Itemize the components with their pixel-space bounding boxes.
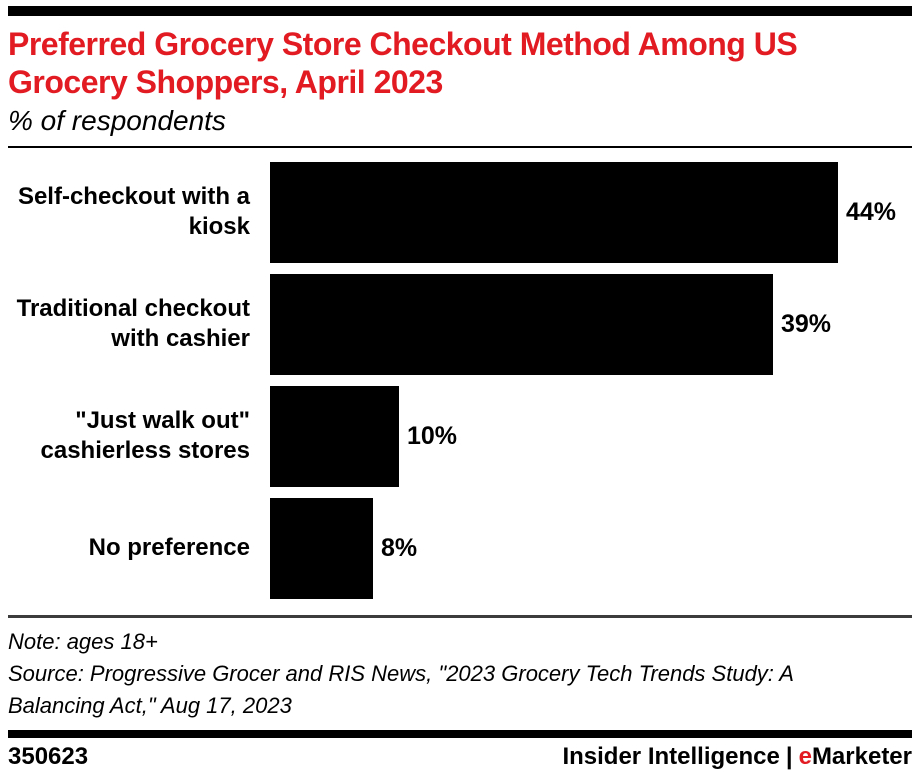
category-label: No preference bbox=[88, 534, 250, 562]
top-black-bar bbox=[8, 6, 912, 16]
chart-row: Traditional checkout with cashier 39% bbox=[8, 273, 912, 375]
value-label: 8% bbox=[381, 533, 418, 562]
value-label: 44% bbox=[846, 197, 897, 226]
note-text: Note: ages 18+ bbox=[8, 628, 158, 654]
bar-area: 44% bbox=[270, 161, 912, 263]
footer-black-bar bbox=[8, 730, 912, 739]
bar-area: 39% bbox=[270, 273, 912, 375]
brand-lockup: Insider Intelligence | eMarketer bbox=[562, 743, 912, 771]
brand-emarketer-e: e bbox=[798, 743, 812, 771]
value-label: 39% bbox=[781, 309, 832, 338]
category-label: Self-checkout with a kiosk bbox=[17, 183, 250, 241]
bar-area: 8% bbox=[270, 497, 912, 599]
brand-separator: | bbox=[785, 743, 793, 771]
brand-insider-intelligence: Insider Intelligence bbox=[562, 743, 780, 771]
chart-row: "Just walk out" cashierless stores 10% bbox=[8, 385, 912, 487]
bar bbox=[270, 385, 399, 487]
category-label: "Just walk out" cashierless stores bbox=[40, 407, 250, 465]
header-divider bbox=[8, 145, 912, 148]
notes-divider bbox=[8, 614, 912, 618]
chart-row: Self-checkout with a kiosk 44% bbox=[8, 161, 912, 263]
bar bbox=[270, 497, 373, 599]
infographic-page: Preferred Grocery Store Checkout Method … bbox=[0, 6, 920, 780]
footer: 350623 Insider Intelligence | eMarketer bbox=[8, 743, 912, 771]
chart-subtitle: % of respondents bbox=[8, 104, 226, 136]
bar bbox=[270, 273, 773, 375]
source-text: Source: Progressive Grocer and RIS News,… bbox=[8, 660, 794, 718]
notes-block: Note: ages 18+ Source: Progressive Groce… bbox=[8, 626, 912, 722]
page-title: Preferred Grocery Store Checkout Method … bbox=[8, 26, 798, 101]
bar bbox=[270, 161, 838, 263]
brand-emarketer-rest: Marketer bbox=[811, 743, 912, 771]
bar-area: 10% bbox=[270, 385, 912, 487]
bar-chart: Self-checkout with a kiosk 44% Traditional… bbox=[8, 161, 912, 599]
category-label: Traditional checkout with cashier bbox=[16, 295, 250, 353]
chart-id: 350623 bbox=[8, 743, 89, 771]
value-label: 10% bbox=[407, 421, 458, 450]
chart-row: No preference 8% bbox=[8, 497, 912, 599]
